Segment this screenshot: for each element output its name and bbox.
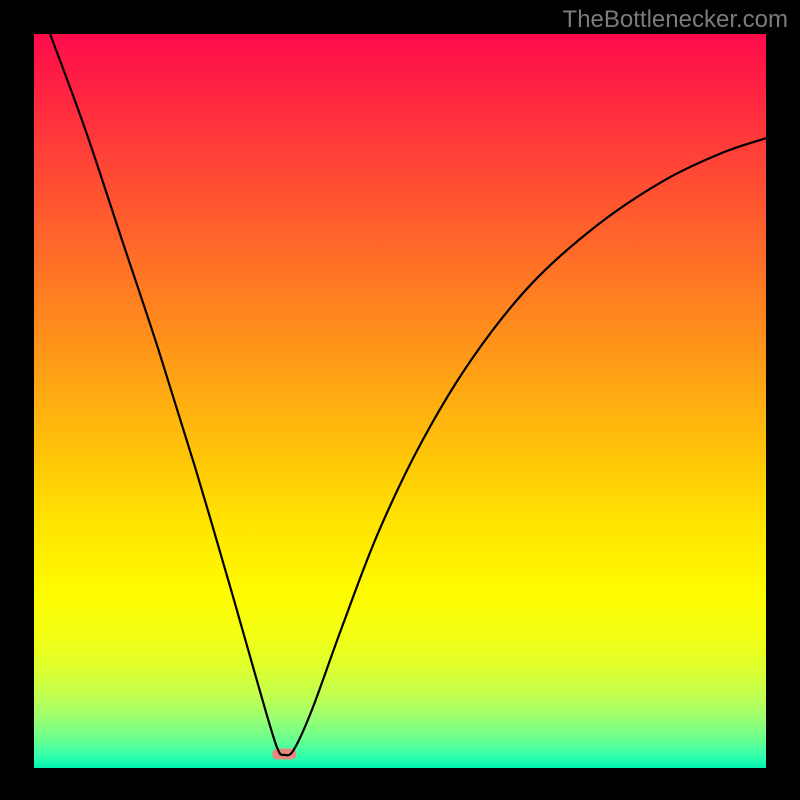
gradient-background <box>34 34 766 768</box>
plot-area <box>34 34 766 768</box>
watermark-text: TheBottlenecker.com <box>563 6 788 34</box>
plot-svg <box>34 34 766 768</box>
